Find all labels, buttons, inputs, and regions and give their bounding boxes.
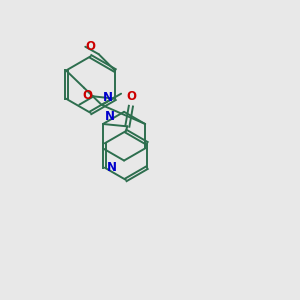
Text: O: O xyxy=(126,90,136,103)
Text: O: O xyxy=(85,40,95,53)
Text: N: N xyxy=(104,110,114,122)
Text: N: N xyxy=(107,161,117,174)
Text: N: N xyxy=(103,91,113,104)
Text: O: O xyxy=(82,89,92,102)
